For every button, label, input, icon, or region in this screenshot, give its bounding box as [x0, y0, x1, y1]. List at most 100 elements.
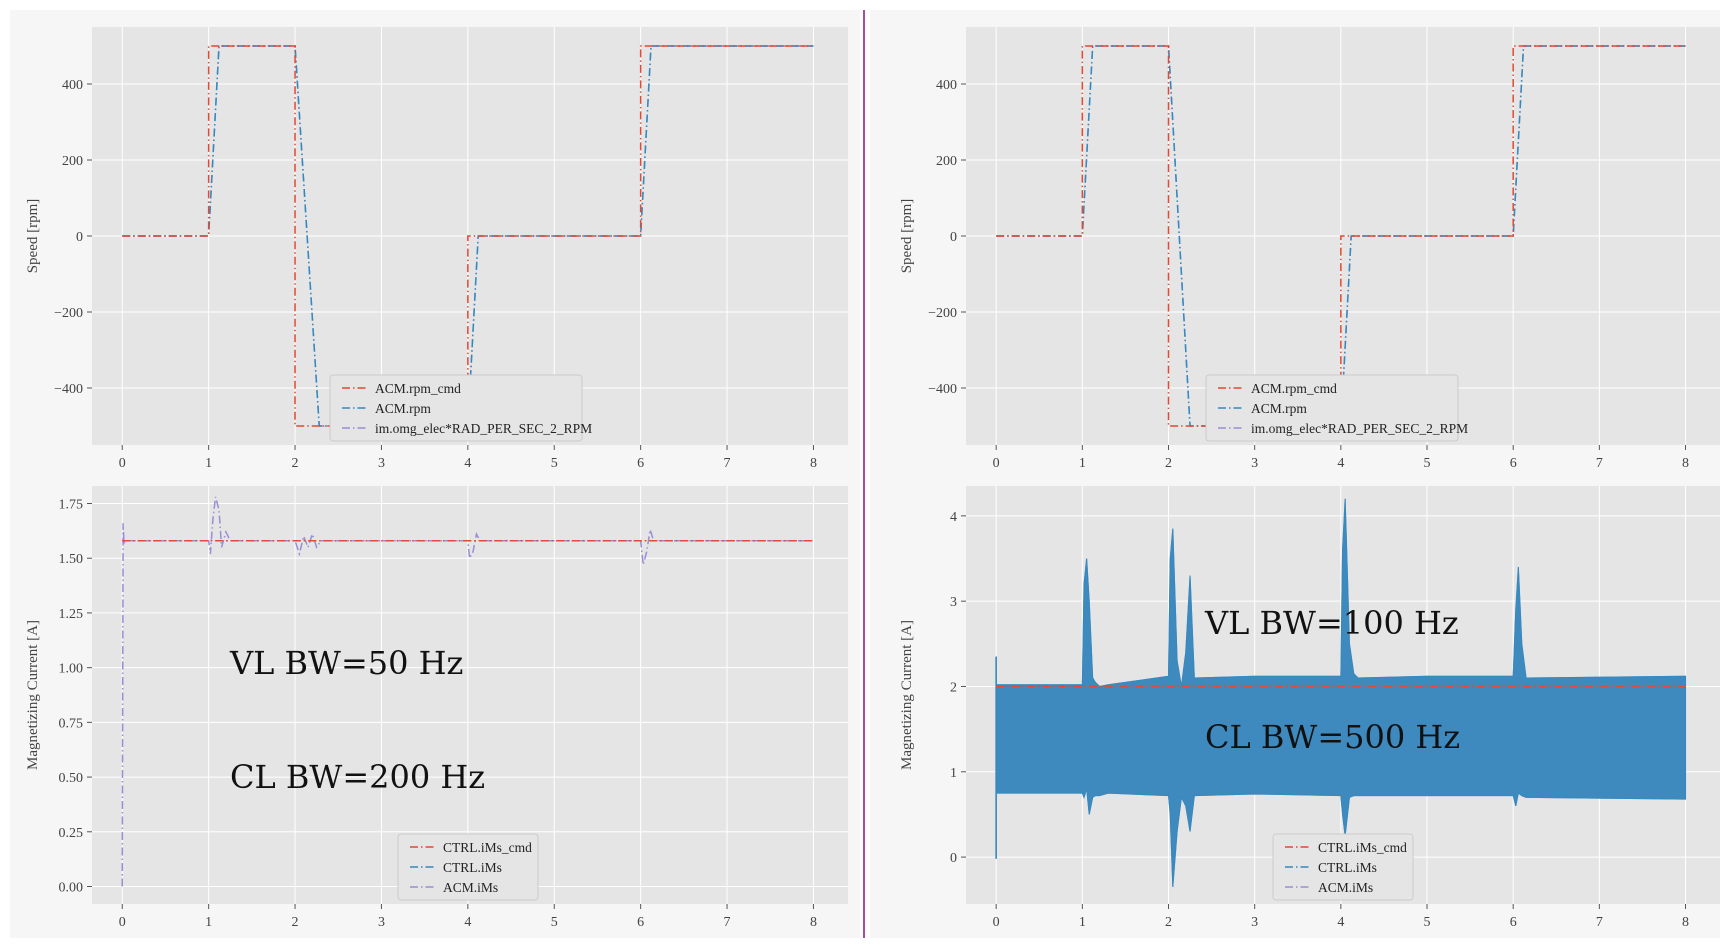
- right-chart1-ytick-label: −400: [928, 382, 957, 397]
- left-chart2-data: [121, 496, 814, 887]
- left-chart2-legend-label: CTRL.iMs: [443, 860, 502, 875]
- left-chart1-xtick-label: 8: [810, 456, 817, 471]
- left-chart1-xtick-label: 1: [205, 456, 212, 471]
- left-chart1-legend-item: ACM.rpm_cmd: [342, 381, 461, 396]
- left-chart2-ytick-label: 1.25: [59, 607, 84, 622]
- left-chart2-ylabel: Magnetizing Current [A]: [25, 620, 41, 770]
- left-chart1: 0 1 2 3 4 5 6 7 8 400 200 0 −200 −400 Speed [rpm] ACM.r…: [25, 27, 848, 471]
- right-chart1-xtick-label: 3: [1251, 456, 1258, 471]
- left-chart1-xtick-label: 0: [119, 456, 126, 471]
- left-chart2-xtick-label: 1: [205, 915, 212, 930]
- right-chart2-xtick-label: 4: [1337, 915, 1344, 930]
- right-chart2-legend-label: CTRL.iMs: [1318, 860, 1377, 875]
- left-chart2: 0 1 2 3 4 5 6 7 8 1.75 1.50 1.25 1.00 0.75 0.50 0.25 0.0…: [25, 486, 848, 930]
- right-chart2-legend-item: CTRL.iMs_cmd: [1285, 840, 1407, 855]
- right-chart1-xtick-label: 5: [1424, 456, 1431, 471]
- right-chart2-xtick-label: 0: [993, 915, 1000, 930]
- right-chart2-xtick-label: 6: [1510, 915, 1517, 930]
- right-chart1-xtick-label: 7: [1596, 456, 1603, 471]
- left-chart2-ytick-label: 1.50: [59, 552, 84, 567]
- left-chart1-legend-box: [329, 374, 583, 442]
- left-chart2-xtick-label: 8: [810, 915, 817, 930]
- left-chart2-legend-item: CTRL.iMs_cmd: [410, 840, 532, 855]
- right-chart2-legend-box: [1272, 833, 1414, 901]
- panel-divider: [863, 10, 865, 938]
- left-chart2-legend-label: ACM.iMs: [443, 880, 498, 895]
- right-chart2-xtick-label: 7: [1596, 915, 1603, 930]
- left-chart2-ytick-label: 0.25: [59, 826, 84, 841]
- right-chart1-ytick-label: 400: [936, 78, 957, 93]
- right-chart2: 0 1 2 3 4 5 6 7 8 4 3 2 1 0 Magnetizing Current [A] CTR…: [899, 486, 1720, 930]
- left-chart1-ytick-label: 0: [76, 230, 83, 245]
- left-chart2-ytick-label: 1.75: [59, 498, 84, 513]
- right-chart1-ytick-label: 200: [936, 154, 957, 169]
- left-chart2-xtick-label: 6: [637, 915, 644, 930]
- left-chart2-legend-label: CTRL.iMs_cmd: [443, 840, 532, 855]
- left-chart2-legend: CTRL.iMs_cmd CTRL.iMs ACM.iMs: [397, 833, 539, 901]
- right-chart1-xtick-label: 6: [1510, 456, 1517, 471]
- left-chart1-legend-label: im.omg_elec*RAD_PER_SEC_2_RPM: [375, 421, 592, 436]
- right-chart1-legend-box: [1205, 374, 1459, 442]
- right-chart2-xtick-label: 5: [1424, 915, 1431, 930]
- left-annotation-line-2: CL BW=200 Hz: [230, 758, 486, 796]
- right-chart1-xtick-label: 2: [1165, 456, 1172, 471]
- left-chart1-ytick-label: 200: [62, 154, 83, 169]
- left-chart1-legend-label: ACM.rpm_cmd: [375, 381, 461, 396]
- left-chart1-ytick-label: −200: [54, 306, 83, 321]
- right-chart2-ytick-label: 3: [950, 595, 957, 610]
- right-chart1-ytick-label: 0: [950, 230, 957, 245]
- left-chart2-ytick-label: 0.50: [59, 771, 84, 786]
- right-annotation-line-1: VL BW=100 Hz: [1205, 604, 1459, 642]
- left-chart1-xtick-label: 5: [551, 456, 558, 471]
- right-chart2-legend-label: CTRL.iMs_cmd: [1318, 840, 1407, 855]
- left-chart1-legend-item: im.omg_elec*RAD_PER_SEC_2_RPM: [342, 421, 592, 436]
- left-annotation: VL BW=50 Hz CL BW=200 Hz: [230, 568, 485, 834]
- left-chart1-xtick-label: 3: [378, 456, 385, 471]
- left-chart2-ytick-label: 0.00: [59, 880, 84, 895]
- right-chart1-legend-label: im.omg_elec*RAD_PER_SEC_2_RPM: [1251, 421, 1468, 436]
- left-annotation-line-1: VL BW=50 Hz: [230, 644, 464, 682]
- right-chart2-series-ctrl-ims: [995, 498, 1687, 887]
- right-chart2-ylabel: Magnetizing Current [A]: [899, 620, 915, 770]
- right-chart1-legend-label: ACM.rpm_cmd: [1251, 381, 1337, 396]
- left-chart2-xtick-label: 4: [464, 915, 471, 930]
- left-chart2-ytick-label: 0.75: [59, 716, 84, 731]
- left-chart2-xtick-label: 3: [378, 915, 385, 930]
- left-chart2-ytick-label: 1.00: [59, 662, 84, 677]
- left-chart2-xtick-label: 5: [551, 915, 558, 930]
- left-chart2-xtick-label: 7: [724, 915, 731, 930]
- left-chart1-xtick-label: 4: [464, 456, 471, 471]
- right-chart2-ytick-label: 2: [950, 680, 957, 695]
- right-chart1-legend-item: ACM.rpm_cmd: [1218, 381, 1337, 396]
- right-chart1-ytick-label: −200: [928, 306, 957, 321]
- right-chart1-ylabel: Speed [rpm]: [899, 199, 915, 274]
- left-chart1-xtick-label: 2: [292, 456, 299, 471]
- right-chart1-xtick-label: 0: [993, 456, 1000, 471]
- left-chart2-series-acm-ims: [121, 496, 814, 887]
- right-annotation-line-2: CL BW=500 Hz: [1205, 718, 1461, 756]
- left-chart1-xtick-label: 6: [637, 456, 644, 471]
- right-chart1-legend-label: ACM.rpm: [1251, 401, 1307, 416]
- right-chart1-legend-item: ACM.rpm: [1218, 401, 1307, 416]
- right-chart2-ytick-label: 0: [950, 851, 957, 866]
- left-chart2-xtick-label: 0: [119, 915, 126, 930]
- right-chart2-legend-label: ACM.iMs: [1318, 880, 1373, 895]
- right-chart1-xtick-label: 8: [1682, 456, 1689, 471]
- left-chart1-legend: ACM.rpm_cmd ACM.rpm im.omg_elec*RAD_PER_SE…: [329, 374, 592, 442]
- left-chart1-ylabel: Speed [rpm]: [25, 199, 41, 274]
- left-chart2-legend-box: [397, 833, 539, 901]
- right-chart2-xtick-label: 2: [1165, 915, 1172, 930]
- right-chart2-xtick-label: 8: [1682, 915, 1689, 930]
- right-chart1-xtick-label: 1: [1079, 456, 1086, 471]
- left-chart2-legend-item: CTRL.iMs: [410, 860, 502, 875]
- right-chart1-legend: ACM.rpm_cmd ACM.rpm im.omg_elec*RAD_PER_SE…: [1205, 374, 1468, 442]
- right-chart1-xtick-label: 4: [1337, 456, 1344, 471]
- right-chart2-data: [995, 498, 1687, 887]
- right-chart2-xtick-label: 3: [1251, 915, 1258, 930]
- right-chart2-ytick-label: 1: [950, 766, 957, 781]
- left-chart1-legend-item: ACM.rpm: [342, 401, 431, 416]
- right-annotation: VL BW=100 Hz CL BW=500 Hz: [1205, 528, 1460, 794]
- right-chart1-legend-item: im.omg_elec*RAD_PER_SEC_2_RPM: [1218, 421, 1468, 436]
- left-chart2-legend-item: ACM.iMs: [410, 880, 498, 895]
